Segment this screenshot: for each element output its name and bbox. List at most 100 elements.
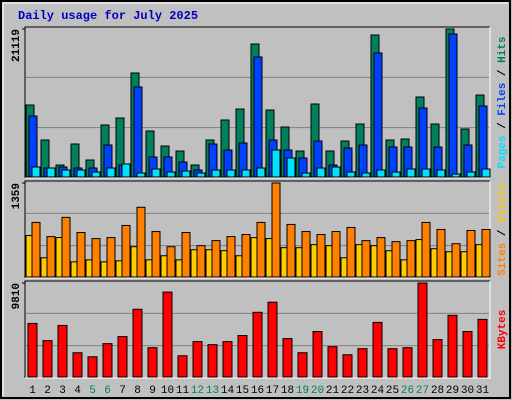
- x-tick-label: 20: [311, 385, 324, 397]
- x-tick-label: 23: [356, 385, 369, 397]
- x-tick-label: 7: [119, 385, 126, 397]
- bar: [466, 230, 476, 278]
- bar: [166, 171, 176, 178]
- bar: [436, 169, 446, 178]
- bar: [477, 318, 488, 378]
- legend-separator: /: [497, 63, 509, 83]
- x-tick-label: 28: [431, 385, 444, 397]
- bar: [151, 231, 161, 278]
- bar: [432, 339, 443, 378]
- bar: [327, 346, 338, 378]
- bar: [46, 236, 56, 278]
- bar: [226, 169, 236, 178]
- bar: [177, 355, 188, 378]
- bar: [207, 344, 218, 378]
- x-tick-label: 11: [176, 385, 190, 397]
- bar: [316, 234, 326, 278]
- bar: [211, 240, 221, 278]
- bar: [331, 231, 341, 278]
- legend-entry: Sites: [497, 243, 509, 276]
- bar: [106, 237, 116, 278]
- bar: [448, 33, 458, 178]
- bar: [376, 237, 386, 278]
- x-tick-label: 30: [461, 385, 474, 397]
- bar: [226, 236, 236, 278]
- y-tick-label: 21119: [11, 29, 23, 62]
- bar: [271, 182, 281, 278]
- plot-border: [25, 281, 491, 379]
- x-tick-label: 6: [104, 385, 111, 397]
- x-tick-label: 9: [149, 385, 156, 397]
- bar: [121, 224, 131, 278]
- x-tick-label: 1: [29, 385, 36, 397]
- x-tick-label: 13: [206, 385, 219, 397]
- x-tick-label: 17: [266, 385, 279, 397]
- bar: [27, 322, 38, 378]
- bar: [451, 243, 461, 278]
- bar: [282, 338, 293, 378]
- bar: [76, 169, 86, 178]
- x-tick-label: 26: [401, 385, 414, 397]
- bar: [436, 228, 446, 278]
- x-tick-label: 21: [326, 385, 340, 397]
- bar: [72, 352, 83, 378]
- bar: [102, 343, 113, 378]
- bar: [376, 169, 386, 178]
- plot-border: [25, 181, 491, 279]
- bar: [252, 311, 263, 378]
- bar: [301, 172, 311, 178]
- x-tick-label: 2: [44, 385, 51, 397]
- bar: [462, 331, 473, 378]
- x-tick-label: 4: [74, 385, 81, 397]
- bar: [253, 56, 263, 178]
- bar: [57, 324, 68, 378]
- bar: [312, 331, 323, 378]
- legend-entry: Visits: [497, 183, 509, 223]
- bar: [181, 232, 191, 278]
- bar: [406, 168, 416, 178]
- bar: [297, 352, 308, 378]
- y-tick-label: 1359: [11, 183, 23, 209]
- bar: [196, 245, 206, 278]
- bar: [372, 321, 383, 378]
- x-tick-label: 15: [236, 385, 249, 397]
- legend-separator: /: [497, 116, 509, 136]
- bar: [361, 240, 371, 278]
- bar: [391, 241, 401, 278]
- x-tick-label: 14: [221, 385, 235, 397]
- x-tick-label: 31: [476, 385, 490, 397]
- bar: [358, 144, 368, 178]
- bar: [136, 206, 146, 278]
- bar: [466, 171, 476, 178]
- bar: [256, 221, 266, 278]
- bar: [447, 314, 458, 378]
- bar: [133, 86, 143, 178]
- bar: [387, 348, 398, 378]
- bar: [42, 340, 53, 378]
- plot-border: [24, 180, 490, 278]
- bar: [136, 172, 146, 178]
- bar: [331, 166, 341, 178]
- bar: [346, 226, 356, 278]
- bar: [91, 238, 101, 278]
- bar: [31, 166, 41, 178]
- y-tick-label: 9810: [11, 283, 23, 309]
- bar: [87, 356, 98, 378]
- bar: [316, 167, 326, 178]
- bar: [417, 282, 428, 378]
- bar: [241, 169, 251, 178]
- bar: [361, 172, 371, 178]
- bar: [342, 354, 353, 378]
- bar: [357, 348, 368, 378]
- bar: [106, 167, 116, 178]
- bar: [481, 168, 491, 178]
- legend-entry: Hits: [497, 36, 509, 62]
- x-tick-label: 29: [446, 385, 459, 397]
- bar: [421, 168, 431, 178]
- x-tick-label: 10: [161, 385, 174, 397]
- x-tick-label: 5: [89, 385, 96, 397]
- bar: [267, 301, 278, 378]
- bar: [91, 171, 101, 178]
- bar: [406, 240, 416, 278]
